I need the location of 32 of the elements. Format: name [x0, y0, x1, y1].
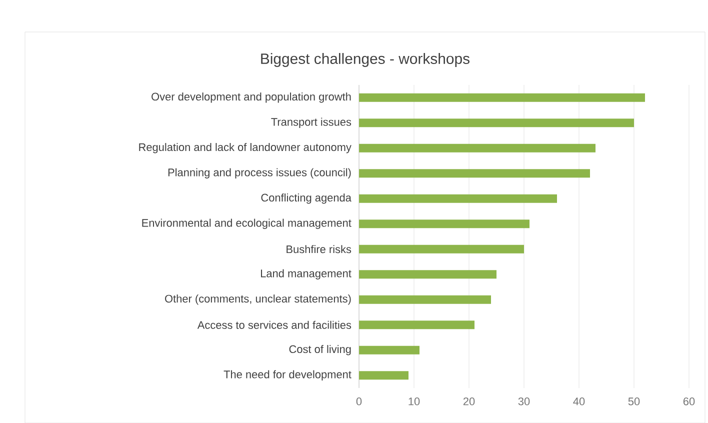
bar: [359, 346, 420, 354]
x-tick-label: 10: [408, 397, 420, 406]
y-tick-label: Cost of living: [289, 344, 351, 356]
bar: [359, 169, 590, 178]
bar: [359, 371, 409, 380]
x-tick-label: 50: [628, 397, 640, 406]
bar: [359, 118, 634, 128]
bar: [359, 295, 492, 304]
bar: [359, 144, 596, 152]
x-tick-label: 60: [683, 397, 695, 406]
y-tick-label: Environmental and ecological management: [142, 218, 352, 229]
y-tick-label: Land management: [261, 269, 352, 280]
bar: [359, 320, 475, 330]
x-tick-label: 20: [463, 397, 475, 406]
bar: [359, 244, 524, 254]
x-tick-label: 40: [573, 397, 585, 406]
y-tick-label: Over development and population growth: [152, 92, 351, 103]
y-tick-label: Regulation and lack of landowner autonomy: [139, 142, 352, 154]
y-tick-label: Other (comments, unclear statements): [165, 294, 351, 305]
y-tick-label: Planning and process issues (council): [168, 168, 351, 178]
y-tick-label: Transport issues: [271, 118, 352, 128]
x-tick-label: 0: [356, 397, 362, 406]
bar: [359, 220, 530, 228]
y-tick-label: Conflicting agenda: [261, 193, 352, 204]
bar: [359, 93, 645, 102]
chart-title: Biggest challenges - workshops: [261, 52, 470, 67]
y-tick-label: Bushfire risks: [286, 245, 352, 254]
y-tick-label: Access to services and facilities: [197, 320, 352, 329]
bar: [359, 270, 497, 279]
bar: [359, 194, 558, 203]
x-tick-label: 30: [518, 397, 530, 406]
y-tick-label: The need for development: [224, 370, 352, 380]
